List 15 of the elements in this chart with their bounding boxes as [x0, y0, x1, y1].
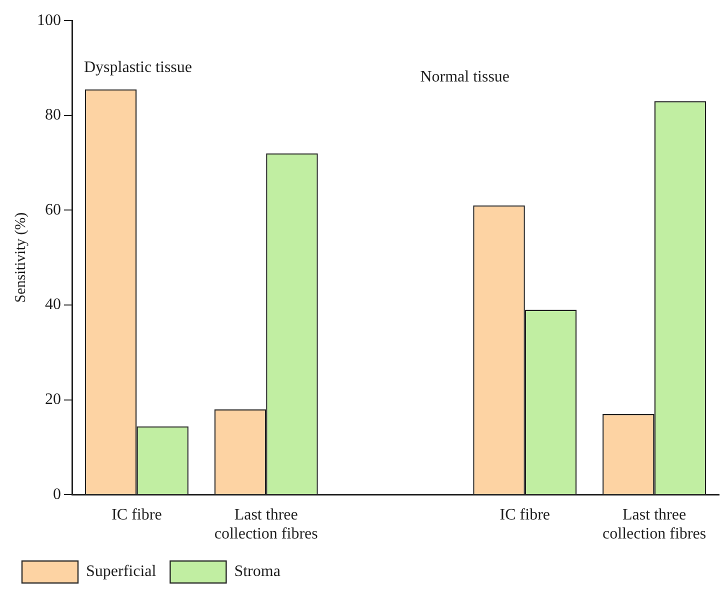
- y-tick-label: 0: [53, 486, 61, 503]
- x-tick-label: IC fibre: [112, 506, 162, 524]
- x-tick-label: IC fibre: [500, 506, 550, 524]
- legend-label: Stroma: [234, 563, 280, 580]
- y-tick-label: 20: [45, 391, 61, 408]
- y-axis-title: Sensitivity (%): [12, 212, 29, 303]
- y-tick-label: 80: [45, 106, 61, 124]
- annotation: Dysplastic tissue: [84, 59, 192, 76]
- x-tick-label: Last three collection fibres: [214, 506, 318, 543]
- y-tick-label: 60: [45, 201, 61, 218]
- y-tick-label: 40: [45, 296, 61, 314]
- y-tick-label: 100: [37, 12, 61, 29]
- legend-label: Superficial: [86, 563, 157, 580]
- annotation: Normal tissue: [420, 68, 510, 86]
- x-tick-label: Last three collection fibres: [602, 506, 706, 543]
